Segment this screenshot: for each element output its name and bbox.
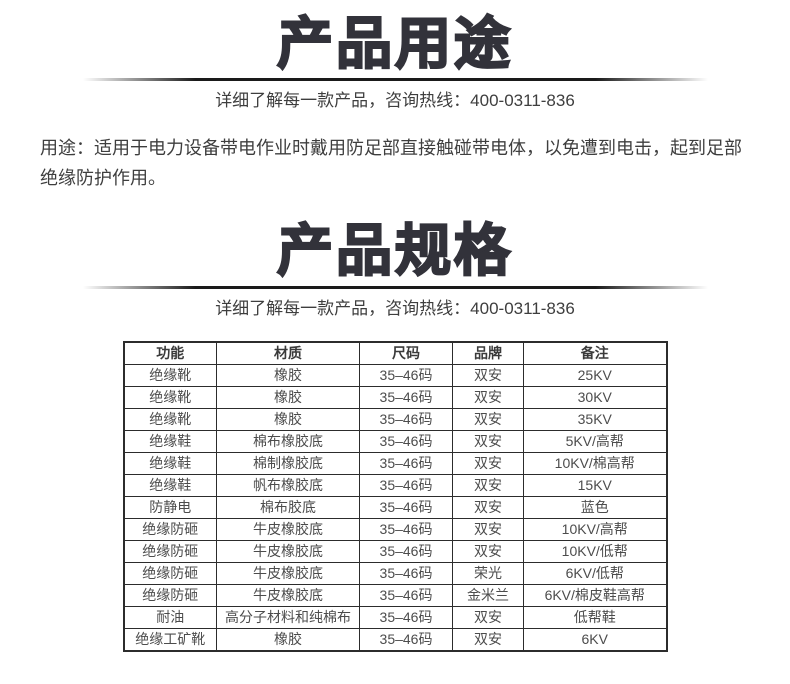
- table-cell: 绝缘工矿靴: [123, 627, 217, 652]
- table-cell: 35–46码: [359, 583, 453, 607]
- spec-table: 功能 材质 尺码 品牌 备注 绝缘靴 橡胶 35–46码 双安 25KV 绝缘靴 橡胶 35–46码双…: [122, 340, 668, 652]
- table-cell: 30KV: [523, 385, 667, 409]
- table-cell: 绝缘防砸: [123, 539, 217, 563]
- table-row: 绝缘鞋 棉制橡胶底 35–46码 双安 10KV/棉高帮: [123, 451, 667, 475]
- spec-hotline-text: 详细了解每一款产品，咨询热线：400-0311-836: [215, 298, 575, 318]
- table-cell: 高分子材料和纯棉布: [216, 605, 360, 629]
- table-cell: 35–46码: [359, 451, 453, 475]
- table-cell: 低帮鞋: [523, 605, 667, 629]
- table-row: 耐油 高分子材料和纯棉布 35–46码 双安 低帮鞋: [123, 605, 667, 629]
- table-cell: 橡胶: [216, 407, 360, 431]
- table-cell: 绝缘鞋: [123, 429, 217, 453]
- table-cell: 牛皮橡胶底: [216, 583, 360, 607]
- table-cell: 棉布胶底: [216, 495, 360, 519]
- table-cell: 25KV: [523, 363, 667, 387]
- table-cell: 6KV: [523, 627, 667, 652]
- table-cell: 35–46码: [359, 495, 453, 519]
- table-cell: 35–46码: [359, 627, 453, 652]
- table-cell: 双安: [452, 451, 524, 475]
- table-cell: 35–46码: [359, 539, 453, 563]
- table-cell: 10KV/高帮: [523, 517, 667, 541]
- table-cell: 蓝色: [523, 495, 667, 519]
- table-row: 绝缘鞋 棉布橡胶底 35–46码 双安 5KV/高帮: [123, 429, 667, 453]
- table-cell: 35–46码: [359, 605, 453, 629]
- table-cell: 35–46码: [359, 385, 453, 409]
- table-row: 绝缘靴 橡胶 35–46码 双安 35KV: [123, 407, 667, 431]
- table-cell: 35–46码: [359, 407, 453, 431]
- table-cell: 棉布橡胶底: [216, 429, 360, 453]
- table-cell: 帆布橡胶底: [216, 473, 360, 497]
- table-cell: 双安: [452, 539, 524, 563]
- table-cell: 橡胶: [216, 363, 360, 387]
- table-row: 绝缘靴 橡胶 35–46码 双安 30KV: [123, 385, 667, 409]
- table-cell: 绝缘靴: [123, 363, 217, 387]
- table-cell: 双安: [452, 473, 524, 497]
- table-cell: 10KV/棉高帮: [523, 451, 667, 475]
- table-cell: 棉制橡胶底: [216, 451, 360, 475]
- table-cell: 橡胶: [216, 627, 360, 652]
- spec-section-title: 产品规格: [276, 218, 513, 283]
- table-cell: 双安: [452, 385, 524, 409]
- spec-table-header-cell: 功能: [123, 341, 217, 365]
- table-cell: 35–46码: [359, 473, 453, 497]
- spec-divider-line: [82, 285, 708, 289]
- use-hotline-text: 详细了解每一款产品，咨询热线：400-0311-836: [215, 91, 575, 111]
- table-cell: 绝缘靴: [123, 385, 217, 409]
- table-cell: 6KV/棉皮鞋高帮: [523, 583, 667, 607]
- table-cell: 15KV: [523, 473, 667, 497]
- table-cell: 牛皮橡胶底: [216, 539, 360, 563]
- table-row: 绝缘鞋 帆布橡胶底 35–46码 双安 15KV: [123, 473, 667, 497]
- table-row: 绝缘靴 橡胶 35–46码 双安 25KV: [123, 363, 667, 387]
- table-cell: 35–46码: [359, 561, 453, 585]
- table-cell: 35–46码: [359, 517, 453, 541]
- spec-table-header-cell: 品牌: [452, 341, 524, 365]
- table-row: 绝缘工矿靴 橡胶 35–46码 双安 6KV: [123, 627, 667, 652]
- spec-table-body: 绝缘靴 橡胶 35–46码 双安 25KV 绝缘靴 橡胶 35–46码 双安 30KV 绝缘靴 橡胶 3…: [123, 363, 667, 652]
- product-spec-section: 产品规格 详细了解每一款产品，咨询热线：400-0311-836 功能 材质 尺码品…: [0, 218, 790, 652]
- table-cell: 绝缘防砸: [123, 517, 217, 541]
- table-cell: 35–46码: [359, 363, 453, 387]
- spec-table-header-cell: 备注: [523, 341, 667, 365]
- table-cell: 双安: [452, 363, 524, 387]
- table-cell: 金米兰: [452, 583, 524, 607]
- table-cell: 双安: [452, 429, 524, 453]
- table-cell: 双安: [452, 517, 524, 541]
- table-cell: 橡胶: [216, 385, 360, 409]
- table-cell: 荣光: [452, 561, 524, 585]
- table-row: 绝缘防砸 牛皮橡胶底 35–46码 金米兰 6KV/棉皮鞋高帮: [123, 583, 667, 607]
- table-row: 防静电 棉布胶底 35–46码 双安 蓝色: [123, 495, 667, 519]
- use-description-text: 用途：适用于电力设备带电作业时戴用防足部直接触碰带电体，以免遭到电击，起到足部绝…: [40, 138, 742, 189]
- table-cell: 绝缘鞋: [123, 473, 217, 497]
- table-cell: 牛皮橡胶底: [216, 517, 360, 541]
- table-row: 绝缘防砸 牛皮橡胶底 35–46码 荣光 6KV/低帮: [123, 561, 667, 585]
- table-cell: 10KV/低帮: [523, 539, 667, 563]
- table-cell: 35KV: [523, 407, 667, 431]
- table-cell: 双安: [452, 605, 524, 629]
- product-use-section: 产品用途 详细了解每一款产品，咨询热线：400-0311-836 用途：适用于电…: [0, 0, 790, 193]
- use-section-title: 产品用途: [276, 11, 513, 76]
- table-cell: 绝缘鞋: [123, 451, 217, 475]
- table-cell: 双安: [452, 495, 524, 519]
- spec-table-header-cell: 材质: [216, 341, 360, 365]
- table-cell: 双安: [452, 407, 524, 431]
- table-cell: 绝缘靴: [123, 407, 217, 431]
- table-cell: 牛皮橡胶底: [216, 561, 360, 585]
- table-cell: 绝缘防砸: [123, 561, 217, 585]
- use-divider-line: [82, 78, 708, 82]
- table-cell: 耐油: [123, 605, 217, 629]
- table-row: 绝缘防砸 牛皮橡胶底 35–46码 双安 10KV/低帮: [123, 539, 667, 563]
- table-cell: 6KV/低帮: [523, 561, 667, 585]
- table-cell: 双安: [452, 627, 524, 652]
- table-cell: 35–46码: [359, 429, 453, 453]
- table-row: 绝缘防砸 牛皮橡胶底 35–46码 双安 10KV/高帮: [123, 517, 667, 541]
- table-cell: 防静电: [123, 495, 217, 519]
- table-cell: 5KV/高帮: [523, 429, 667, 453]
- spec-table-header-row: 功能 材质 尺码 品牌 备注: [123, 341, 667, 365]
- table-cell: 绝缘防砸: [123, 583, 217, 607]
- spec-table-header-cell: 尺码: [359, 341, 453, 365]
